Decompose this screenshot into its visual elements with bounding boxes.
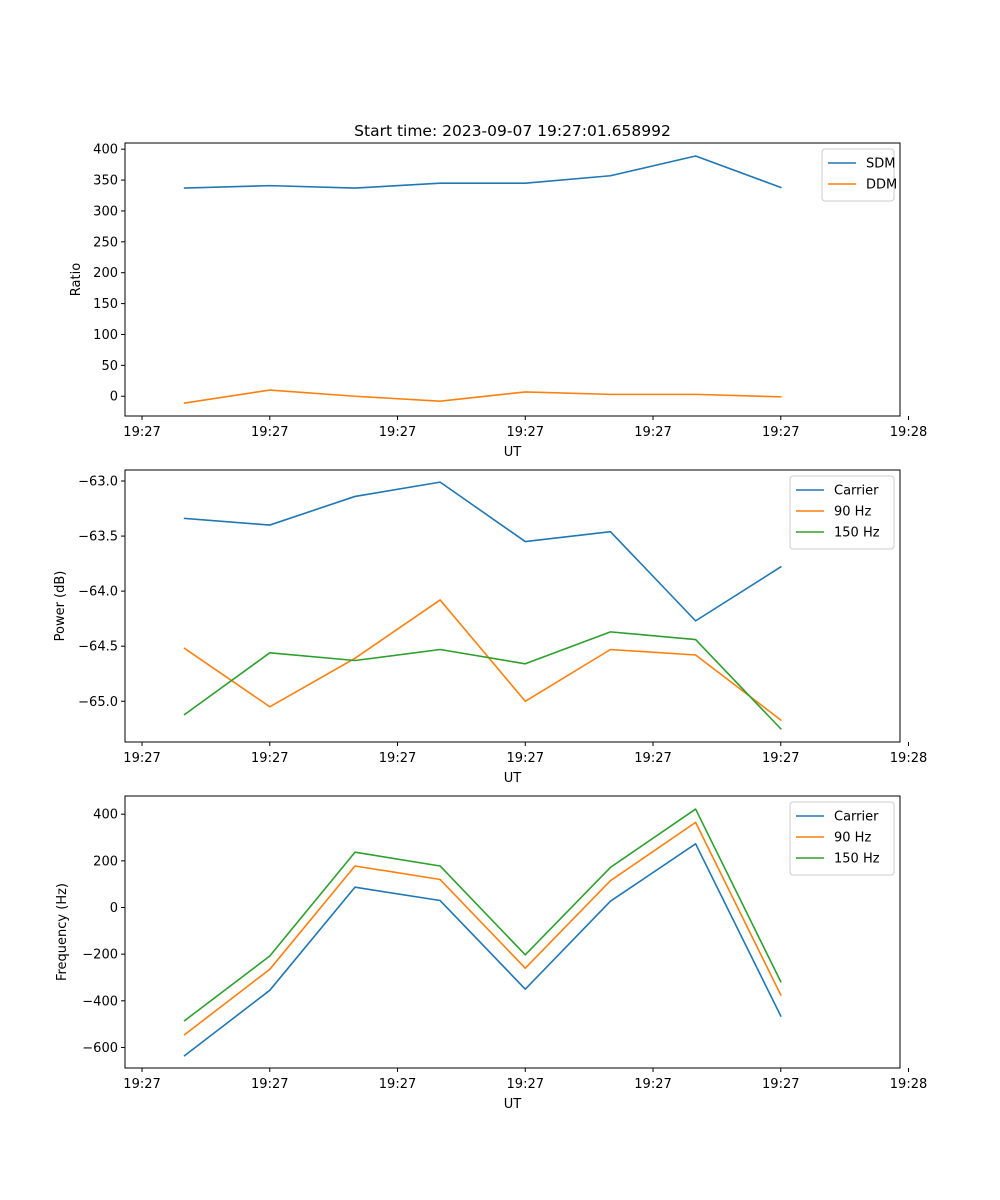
x-tick-label: 19:27: [507, 425, 544, 440]
series-line-90-hz: [183, 821, 782, 1036]
y-tick-label: 0: [110, 390, 118, 405]
legend-box: [789, 801, 895, 876]
y-tick-label: 400: [93, 143, 118, 158]
y-tick-label: 50: [101, 359, 118, 374]
x-tick-label: 19:27: [123, 425, 160, 440]
legend: Carrier 90 Hz 150 Hz: [789, 801, 895, 876]
x-axis-label: UT: [504, 445, 522, 460]
y-tick-label: −200: [82, 948, 118, 963]
y-tick-label: 200: [93, 854, 118, 869]
x-tick-label: 19:27: [762, 425, 799, 440]
y-tick-label: 0: [110, 901, 118, 916]
x-tick-label: 19:27: [762, 1077, 799, 1092]
x-tick-label: 19:28: [890, 425, 927, 440]
legend-label: Carrier: [834, 484, 879, 499]
x-tick-label: 19:27: [634, 751, 671, 766]
series-line-carrier: [183, 481, 782, 622]
legend-label: 90 Hz: [834, 505, 871, 520]
legend: SDM DDM: [821, 148, 897, 202]
subplot-1: 19:27 19:27 19:27 19:27 19:27 19:27 19:28 0 50 10…: [69, 142, 927, 460]
y-axis-label: Ratio: [69, 263, 84, 296]
x-tick-label: 19:27: [123, 751, 160, 766]
series-line-90-hz: [183, 599, 782, 722]
x-tick-label: 19:27: [123, 1077, 160, 1092]
x-tick-label: 19:27: [379, 751, 416, 766]
y-tick-label: −63.0: [78, 475, 118, 490]
y-tick-label: −64.5: [78, 640, 118, 655]
legend-label: SDM: [866, 157, 895, 172]
y-tick-label: 300: [93, 204, 118, 219]
legend: Carrier 90 Hz 150 Hz: [789, 475, 895, 550]
subplot-2: 19:27 19:27 19:27 19:27 19:27 19:27 19:28 −65.0…: [53, 469, 927, 786]
legend-label: 150 Hz: [834, 852, 880, 867]
y-tick-label: −400: [82, 994, 118, 1009]
y-tick-label: 100: [93, 328, 118, 343]
y-tick-label: −64.0: [78, 585, 118, 600]
x-tick-label: 19:27: [507, 751, 544, 766]
legend-label: 150 Hz: [834, 526, 880, 541]
y-tick-label: 250: [93, 235, 118, 250]
y-tick-label: 150: [93, 297, 118, 312]
y-axis-label: Power (dB): [53, 571, 68, 642]
legend-label: 90 Hz: [834, 831, 871, 846]
axes-frame: [124, 469, 901, 743]
legend-label: Carrier: [834, 810, 879, 825]
series-line-sdm: [183, 155, 782, 189]
x-tick-label: 19:27: [379, 425, 416, 440]
series-line-carrier: [183, 843, 782, 1057]
x-tick-label: 19:27: [251, 1077, 288, 1092]
x-tick-label: 19:27: [634, 1077, 671, 1092]
y-axis-label: Frequency (Hz): [55, 883, 70, 981]
axes-frame: [124, 142, 901, 417]
x-tick-label: 19:28: [890, 1077, 927, 1092]
x-tick-label: 19:28: [890, 751, 927, 766]
x-tick-label: 19:27: [251, 425, 288, 440]
legend-label: DDM: [866, 178, 897, 193]
x-tick-label: 19:27: [251, 751, 288, 766]
y-tick-label: 400: [93, 808, 118, 823]
x-tick-label: 19:27: [507, 1077, 544, 1092]
x-tick-label: 19:27: [379, 1077, 416, 1092]
plots-container: 19:27 19:27 19:27 19:27 19:27 19:27 19:28 0 50 10…: [53, 142, 927, 1112]
axes-frame: [124, 795, 901, 1069]
y-tick-label: −600: [82, 1041, 118, 1056]
series-line-150-hz: [183, 631, 782, 730]
y-tick-label: −63.5: [78, 530, 118, 545]
series-line-ddm: [183, 389, 782, 404]
legend-box: [821, 148, 895, 202]
x-tick-label: 19:27: [762, 751, 799, 766]
y-tick-label: 350: [93, 174, 118, 189]
y-tick-label: 200: [93, 266, 118, 281]
figure-title: Start time: 2023-09-07 19:27:01.658992: [354, 122, 671, 140]
y-tick-label: −65.0: [78, 695, 118, 710]
x-axis-label: UT: [504, 771, 522, 786]
x-tick-label: 19:27: [634, 425, 671, 440]
subplot-3: 19:27 19:27 19:27 19:27 19:27 19:27 19:28 −600 −…: [55, 795, 927, 1112]
x-axis-label: UT: [504, 1097, 522, 1112]
legend-box: [789, 475, 895, 550]
series-line-150-hz: [183, 808, 782, 1022]
